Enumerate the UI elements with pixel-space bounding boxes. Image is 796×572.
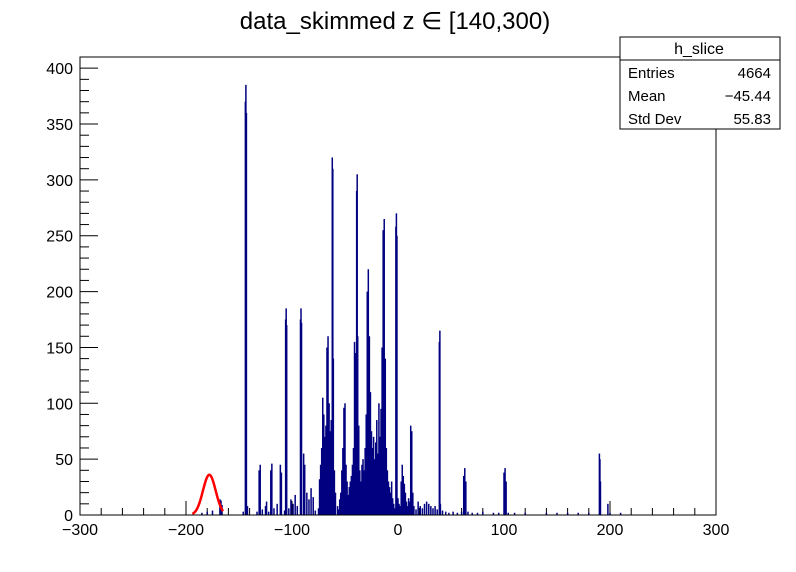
stats-box: h_slice Entries 4664 Mean −45.44 Std Dev… bbox=[619, 36, 781, 130]
x-tick-label: −200 bbox=[168, 522, 204, 539]
y-tick-label: 200 bbox=[46, 285, 73, 302]
x-tick-label: −300 bbox=[62, 522, 98, 539]
y-tick-label: 400 bbox=[46, 61, 73, 78]
stats-label-mean: Mean bbox=[628, 88, 666, 105]
stats-label-entries: Entries bbox=[628, 65, 675, 82]
x-tick-label: −100 bbox=[274, 522, 310, 539]
chart-title: data_skimmed z ∈ [140,300) bbox=[240, 8, 550, 35]
stats-value-entries: 4664 bbox=[738, 65, 771, 82]
y-tick-label: 300 bbox=[46, 173, 73, 190]
stats-value-stddev: 55.83 bbox=[733, 111, 771, 128]
y-tick-label: 250 bbox=[46, 229, 73, 246]
stats-label-stddev: Std Dev bbox=[628, 111, 682, 128]
y-tick-label: 100 bbox=[46, 396, 73, 413]
y-tick-label: 0 bbox=[64, 508, 73, 525]
x-tick-label: 0 bbox=[394, 522, 403, 539]
y-tick-label: 350 bbox=[46, 117, 73, 134]
y-tick-label: 150 bbox=[46, 340, 73, 357]
frame bbox=[79, 56, 717, 516]
stats-value-mean: −45.44 bbox=[725, 88, 771, 105]
stats-box-frame bbox=[619, 36, 781, 130]
x-tick-label: 100 bbox=[491, 522, 518, 539]
y-tick-label: 50 bbox=[55, 452, 73, 469]
stats-box-title: h_slice bbox=[674, 41, 724, 58]
gaussian-fit-curve bbox=[191, 473, 225, 515]
x-tick-label: 300 bbox=[703, 522, 730, 539]
plot-area: −300 −200 −100 0 100 200 300 0 50 100 150 200 250 300… bbox=[46, 56, 730, 539]
x-tick-label: 200 bbox=[597, 522, 624, 539]
